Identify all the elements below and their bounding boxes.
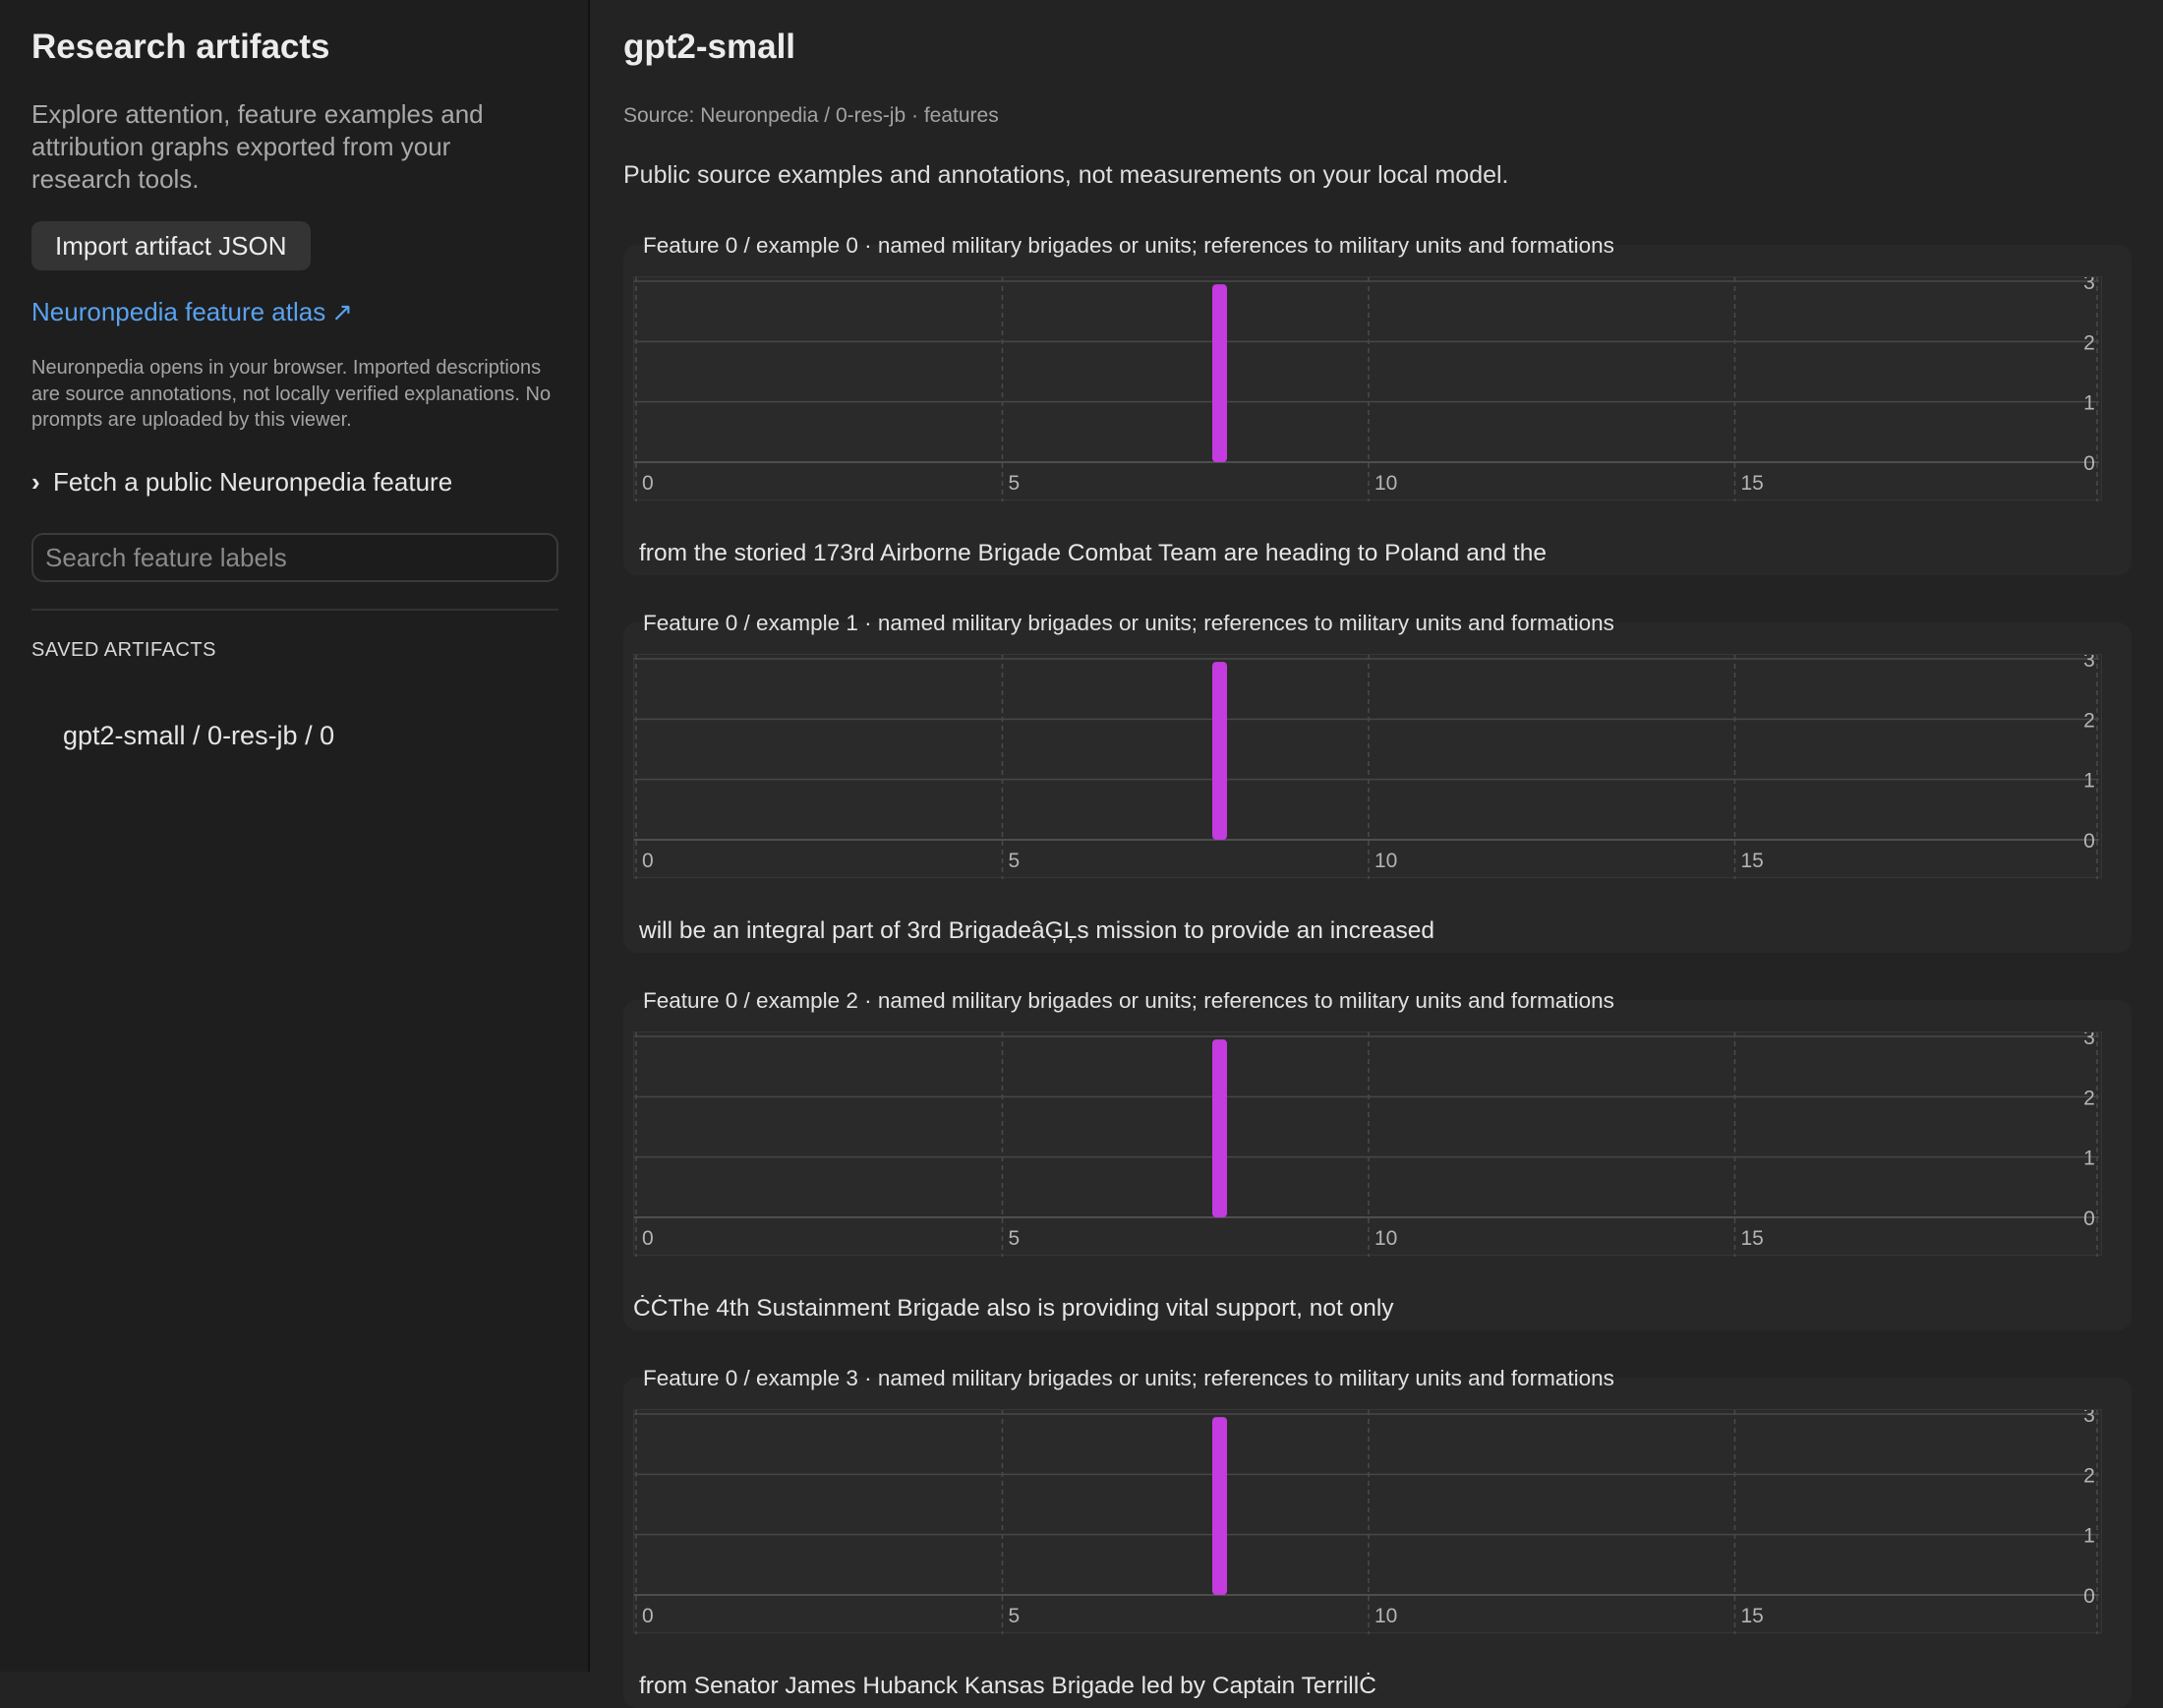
y-tick-label: 2 xyxy=(2083,331,2095,354)
chart-svg: 0 5 10 15 0 1 2 3 xyxy=(634,1410,2099,1634)
activation-chart: 0 5 10 15 0 1 2 3 xyxy=(633,276,2102,501)
import-artifact-button[interactable]: Import artifact JSON xyxy=(31,221,311,270)
search-feature-input[interactable] xyxy=(31,533,558,582)
main-panel: gpt2-small Source: Neuronpedia / 0-res-j… xyxy=(592,0,2163,1708)
example-title: Feature 0 / example 0 · named military b… xyxy=(643,233,1614,258)
x-tick-label: 10 xyxy=(1374,472,1397,495)
sidebar-title: Research artifacts xyxy=(31,28,330,66)
x-tick-label: 15 xyxy=(1741,850,1764,872)
example-text: will be an integral part of 3rd Brigadeâ… xyxy=(639,917,1434,944)
y-tick-label: 2 xyxy=(2083,709,2095,732)
fetch-feature-label: Fetch a public Neuronpedia feature xyxy=(53,467,453,497)
y-tick-label: 0 xyxy=(2083,1585,2095,1608)
activation-chart: 0 5 10 15 0 1 2 3 xyxy=(633,1409,2102,1634)
chart-svg: 0 5 10 15 0 1 2 3 xyxy=(634,277,2099,501)
page-title: gpt2-small xyxy=(623,28,796,66)
example-title: Feature 0 / example 3 · named military b… xyxy=(643,1366,1614,1390)
y-tick-label: 1 xyxy=(2083,392,2095,415)
chevron-right-icon: › xyxy=(31,467,40,497)
sidebar-note: Neuronpedia opens in your browser. Impor… xyxy=(31,357,552,431)
y-tick-label: 0 xyxy=(2083,830,2095,853)
x-tick-label: 0 xyxy=(642,472,654,495)
x-tick-label: 10 xyxy=(1374,1227,1397,1250)
x-tick-label: 5 xyxy=(1009,1605,1021,1627)
x-tick-label: 10 xyxy=(1374,1605,1397,1627)
activation-chart: 0 5 10 15 0 1 2 3 xyxy=(633,654,2102,879)
example-text: ĊĊThe 4th Sustainment Brigade also is pr… xyxy=(633,1295,1394,1322)
source-line: Source: Neuronpedia / 0-res-jb · feature… xyxy=(623,104,999,127)
fetch-feature-disclosure[interactable]: › Fetch a public Neuronpedia feature xyxy=(31,467,452,498)
y-tick-label: 1 xyxy=(2083,1525,2095,1548)
activation-bar xyxy=(1212,1039,1227,1217)
y-tick-label: 3 xyxy=(2083,655,2095,672)
example-text: from the storied 173rd Airborne Brigade … xyxy=(639,540,1547,566)
y-tick-label: 1 xyxy=(2083,770,2095,793)
feature-example-card: Feature 0 / example 3 · named military b… xyxy=(623,1366,2132,1708)
y-tick-label: 0 xyxy=(2083,452,2095,475)
feature-example-card: Feature 0 / example 0 · named military b… xyxy=(623,233,2132,575)
atlas-link-label: Neuronpedia feature atlas xyxy=(31,297,326,326)
x-tick-label: 5 xyxy=(1009,850,1021,872)
x-tick-label: 0 xyxy=(642,1227,654,1250)
sidebar: Research artifacts Explore attention, fe… xyxy=(0,0,590,1672)
example-title: Feature 0 / example 1 · named military b… xyxy=(643,611,1614,635)
y-tick-label: 3 xyxy=(2083,1032,2095,1049)
example-title: Feature 0 / example 2 · named military b… xyxy=(643,988,1614,1013)
x-tick-label: 0 xyxy=(642,1605,654,1627)
sidebar-divider xyxy=(31,609,558,611)
chart-svg: 0 5 10 15 0 1 2 3 xyxy=(634,655,2099,879)
x-tick-label: 15 xyxy=(1741,1227,1764,1250)
y-tick-label: 3 xyxy=(2083,277,2095,294)
x-tick-label: 5 xyxy=(1009,1227,1021,1250)
external-link-icon: ↗ xyxy=(331,297,353,326)
y-tick-label: 0 xyxy=(2083,1207,2095,1230)
x-tick-label: 0 xyxy=(642,850,654,872)
activation-chart: 0 5 10 15 0 1 2 3 xyxy=(633,1031,2102,1257)
saved-artifacts-header: SAVED ARTIFACTS xyxy=(31,639,216,661)
chart-svg: 0 5 10 15 0 1 2 3 xyxy=(634,1032,2099,1257)
x-tick-label: 15 xyxy=(1741,472,1764,495)
y-tick-label: 1 xyxy=(2083,1148,2095,1170)
disclaimer-text: Public source examples and annotations, … xyxy=(623,161,1509,189)
x-tick-label: 10 xyxy=(1374,850,1397,872)
neuronpedia-atlas-link[interactable]: Neuronpedia feature atlas ↗ xyxy=(31,297,353,327)
saved-artifact-item[interactable]: gpt2-small / 0-res-jb / 0 xyxy=(63,721,335,750)
feature-example-card: Feature 0 / example 1 · named military b… xyxy=(623,611,2132,953)
activation-bar xyxy=(1212,1417,1227,1595)
y-tick-label: 2 xyxy=(2083,1087,2095,1109)
example-text: from Senator James Hubanck Kansas Brigad… xyxy=(639,1673,1376,1699)
y-tick-label: 3 xyxy=(2083,1410,2095,1427)
activation-bar xyxy=(1212,662,1227,840)
activation-bar xyxy=(1212,284,1227,462)
x-tick-label: 5 xyxy=(1009,472,1021,495)
y-tick-label: 2 xyxy=(2083,1464,2095,1487)
feature-example-card: Feature 0 / example 2 · named military b… xyxy=(623,988,2132,1330)
x-tick-label: 15 xyxy=(1741,1605,1764,1627)
sidebar-description: Explore attention, feature examples and … xyxy=(31,99,484,194)
